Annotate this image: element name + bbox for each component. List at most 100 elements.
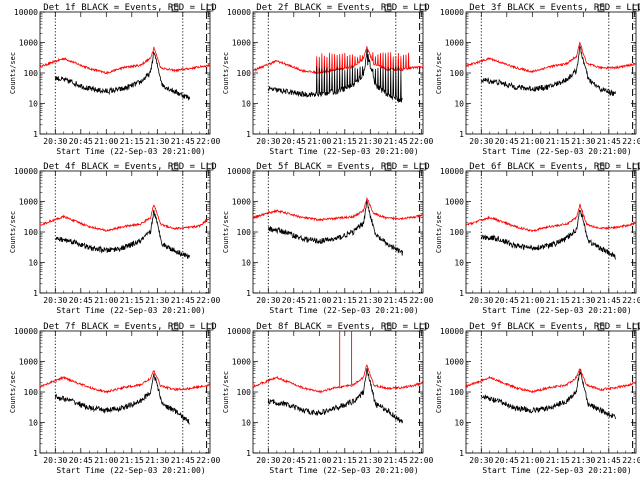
lld-series-line (466, 203, 636, 232)
chart-title: Det 6f BLACK = Events, RED = LLD (469, 162, 640, 172)
x-tick-label: 21:00 (94, 137, 118, 146)
x-tick-label: 21:00 (520, 137, 544, 146)
lld-series-line (40, 46, 210, 76)
chart-title: Det 5f BLACK = Events, RED = LLD (256, 162, 429, 172)
plot-frame (39, 170, 211, 294)
x-tick-label: 22:00 (196, 456, 220, 465)
series-group (466, 203, 636, 260)
x-tick-label: 22:00 (196, 137, 220, 146)
y-axis-label: Counts/sec (222, 211, 230, 253)
y-tick-label: 100 (237, 69, 252, 78)
events-series-line (267, 200, 403, 256)
y-tick-label: 100 (450, 228, 465, 237)
y-tick-label: 1 (459, 130, 464, 139)
y-tick-label: 100 (237, 388, 252, 397)
title-marker-square (419, 163, 427, 171)
panel-det-3f: Det 3f BLACK = Events, RED = LLD 1 10 100 10… (435, 3, 640, 156)
y-tick-label: 10000 (14, 327, 38, 336)
x-tick-label: 21:15 (120, 137, 144, 146)
x-tick-label: 21:45 (597, 296, 621, 305)
x-tick-label: 20:30 (43, 137, 67, 146)
lld-series-line (253, 196, 423, 222)
y-axis-label: Counts/sec (435, 52, 443, 94)
y-tick-label: 1000 (232, 198, 251, 207)
plot-frame (252, 330, 424, 454)
x-tick-label: 21:30 (358, 456, 382, 465)
x-tick-label: 20:30 (469, 137, 493, 146)
x-tick-label: 22:00 (196, 296, 220, 305)
x-tick-label: 21:15 (333, 137, 357, 146)
panel-det-5f: Det 5f BLACK = Events, RED = LLD 1 10 100 10… (222, 162, 434, 315)
title-marker-square (632, 4, 640, 12)
series-group (253, 45, 423, 104)
y-tick-label: 10000 (227, 327, 251, 336)
x-tick-label: 21:45 (384, 137, 408, 146)
lld-series-line (40, 369, 210, 394)
events-series-line (480, 209, 616, 260)
y-tick-label: 1000 (445, 198, 464, 207)
plot-frame (465, 11, 637, 135)
x-tick-label: 20:30 (469, 296, 493, 305)
y-tick-label: 10000 (14, 167, 38, 176)
lld-series-line (466, 41, 636, 74)
y-tick-label: 10000 (227, 8, 251, 17)
y-tick-label: 1000 (19, 39, 38, 48)
y-tick-label: 1000 (232, 39, 251, 48)
x-tick-label: 21:30 (145, 137, 169, 146)
chart-title: Det 7f BLACK = Events, RED = LLD (43, 322, 216, 332)
panel-det-1f: Det 1f BLACK = Events, RED = LLD 1 10 100 10… (9, 3, 221, 156)
x-axis-label: Start Time (22-Sep-03 20:21:00) (482, 147, 631, 156)
x-tick-label: 21:45 (384, 296, 408, 305)
chart-title: Det 8f BLACK = Events, RED = LLD (256, 322, 429, 332)
x-tick-label: 21:00 (520, 296, 544, 305)
x-tick-label: 21:15 (333, 456, 357, 465)
x-tick-label: 21:45 (171, 296, 195, 305)
events-series-line (54, 51, 190, 102)
x-tick-label: 21:15 (546, 456, 570, 465)
title-marker-square (171, 323, 179, 331)
x-tick-label: 20:45 (69, 296, 93, 305)
events-series-line (267, 367, 403, 424)
y-tick-label: 10 (28, 100, 38, 109)
y-tick-label: 10 (241, 259, 251, 268)
title-marker-square (384, 4, 392, 12)
x-tick-label: 20:45 (69, 137, 93, 146)
title-marker-square (206, 4, 214, 12)
x-tick-label: 21:30 (145, 296, 169, 305)
x-tick-label: 21:45 (171, 137, 195, 146)
x-tick-label: 20:45 (495, 296, 519, 305)
title-marker-square (171, 163, 179, 171)
x-axis-label: Start Time (22-Sep-03 20:21:00) (482, 466, 631, 475)
lld-series-line (253, 364, 423, 394)
y-tick-label: 10 (454, 100, 464, 109)
y-tick-label: 1000 (19, 198, 38, 207)
y-tick-label: 1 (459, 449, 464, 458)
panel-det-2f: Det 2f BLACK = Events, RED = LLD 1 10 100 10… (222, 3, 434, 156)
y-tick-label: 1 (459, 289, 464, 298)
title-marker-square (597, 323, 605, 331)
x-tick-label: 21:00 (520, 456, 544, 465)
y-tick-label: 1 (33, 289, 38, 298)
x-tick-label: 21:15 (546, 296, 570, 305)
title-marker-square (384, 323, 392, 331)
title-marker-square (419, 4, 427, 12)
chart-title: Det 2f BLACK = Events, RED = LLD (256, 3, 429, 13)
y-tick-label: 1 (33, 130, 38, 139)
events-series-line (268, 49, 403, 104)
series-group (253, 196, 423, 256)
title-marker-square (597, 163, 605, 171)
x-tick-label: 22:00 (409, 296, 433, 305)
y-tick-label: 10 (454, 259, 464, 268)
x-tick-label: 21:30 (145, 456, 169, 465)
series-group (40, 204, 210, 260)
series-group (466, 368, 636, 420)
y-tick-label: 100 (24, 388, 39, 397)
title-marker-square (419, 323, 427, 331)
x-tick-label: 21:15 (546, 137, 570, 146)
y-tick-label: 10000 (440, 8, 464, 17)
x-tick-label: 20:30 (43, 456, 67, 465)
y-axis-label: Counts/sec (435, 211, 443, 253)
x-tick-label: 21:45 (597, 456, 621, 465)
x-tick-label: 22:00 (622, 137, 640, 146)
